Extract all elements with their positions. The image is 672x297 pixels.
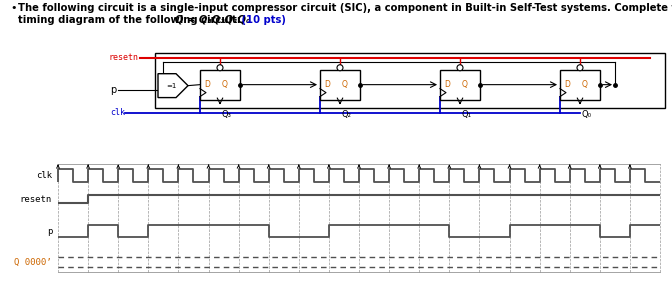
Bar — [440, 70, 480, 99]
Text: resetn: resetn — [108, 53, 138, 62]
Text: timing diagram of the following circuit:: timing diagram of the following circuit: — [18, 15, 245, 25]
Text: D: D — [564, 80, 570, 89]
Text: Q 0000’: Q 0000’ — [14, 257, 52, 267]
Text: resetn: resetn — [19, 195, 52, 204]
Text: (10 pts): (10 pts) — [238, 15, 286, 25]
Bar — [560, 70, 600, 99]
Text: The following circuit is a single-input compressor circuit (SIC), a component in: The following circuit is a single-input … — [18, 3, 672, 13]
Text: •: • — [10, 3, 17, 13]
Circle shape — [337, 65, 343, 71]
Circle shape — [577, 65, 583, 71]
Bar — [155, 53, 665, 108]
Text: Q₃: Q₃ — [222, 110, 232, 119]
Text: Q₂: Q₂ — [342, 110, 352, 119]
Text: D: D — [324, 80, 330, 89]
Text: p: p — [110, 86, 116, 95]
Text: p: p — [46, 227, 52, 236]
Text: Q: Q — [222, 80, 228, 89]
Text: Q₀: Q₀ — [582, 110, 592, 119]
Bar — [320, 70, 360, 99]
Circle shape — [217, 65, 223, 71]
Text: Q: Q — [582, 80, 588, 89]
Circle shape — [457, 65, 463, 71]
Text: Q = Q₃Q₂Q₁Q₀: Q = Q₃Q₂Q₁Q₀ — [175, 15, 251, 25]
Text: Q: Q — [342, 80, 348, 89]
Text: D: D — [204, 80, 210, 89]
Text: Q₁: Q₁ — [462, 110, 472, 119]
Text: clk: clk — [110, 108, 125, 117]
Text: D: D — [444, 80, 450, 89]
Bar — [200, 70, 240, 99]
Text: clk: clk — [36, 171, 52, 180]
Text: Q: Q — [462, 80, 468, 89]
PathPatch shape — [158, 74, 188, 98]
Text: =1: =1 — [166, 83, 176, 89]
